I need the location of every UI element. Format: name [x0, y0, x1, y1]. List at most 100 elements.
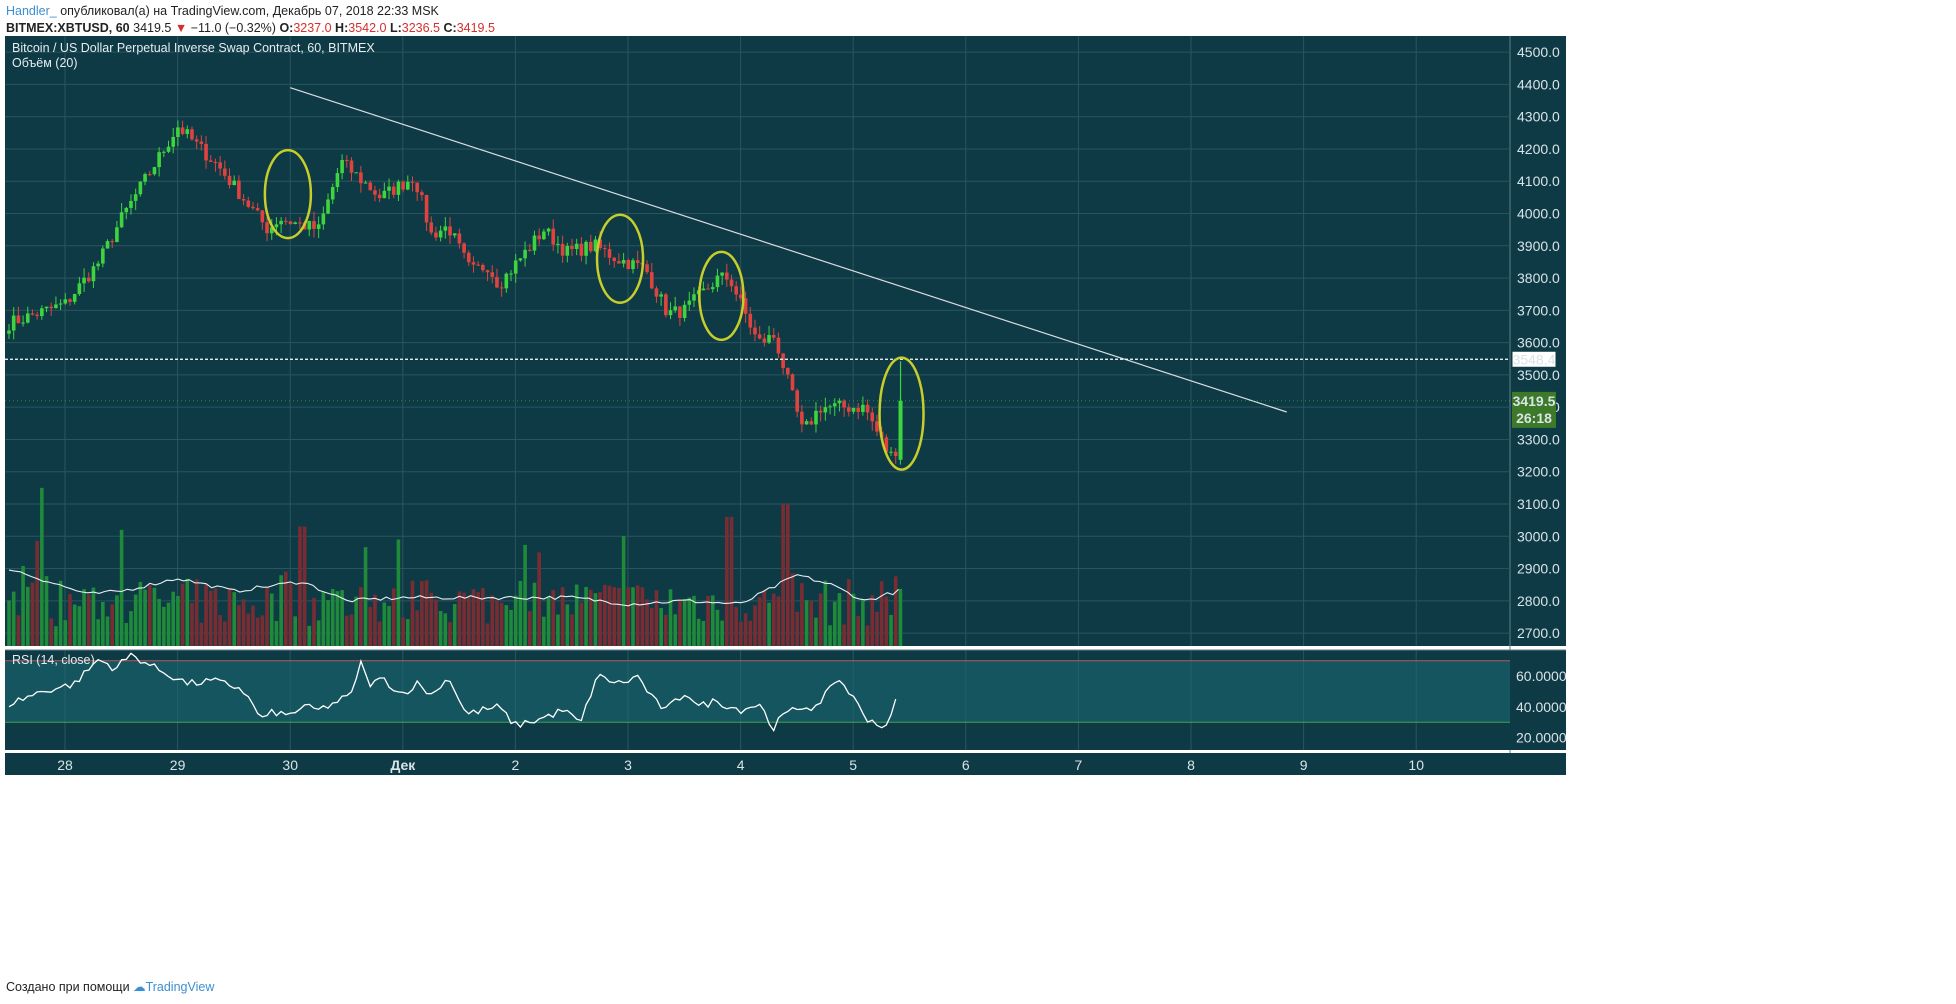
candle-body: [471, 262, 476, 265]
candle-body: [415, 182, 419, 193]
volume-bar: [823, 580, 828, 646]
volume-bar: [96, 619, 100, 646]
candle-body: [598, 239, 602, 249]
volume-bar: [739, 621, 743, 646]
candle-body: [635, 260, 640, 263]
volume-bar: [180, 583, 185, 646]
candle-body: [133, 194, 138, 201]
candle-body: [729, 279, 734, 287]
volume-bar: [462, 592, 466, 646]
volume-bar: [588, 589, 593, 646]
candle-body: [237, 180, 241, 200]
volume-bar: [199, 622, 204, 646]
candle-body: [771, 335, 776, 338]
volume-bar: [269, 593, 274, 646]
candle-body: [607, 249, 612, 258]
candle-body: [495, 276, 499, 288]
volume-bar: [809, 600, 814, 646]
candle-body: [466, 252, 471, 263]
volume-bar: [82, 589, 86, 646]
candle-body: [452, 233, 457, 236]
candle-body: [617, 261, 621, 264]
volume-bar: [678, 599, 682, 646]
time-axis[interactable]: 28 29 30 Дек 2 3 4 5 6 7 8 9 10: [5, 753, 1566, 775]
volume-bar: [861, 599, 865, 646]
candle-body: [542, 231, 546, 240]
volume-bar: [748, 620, 753, 646]
candle-body: [420, 192, 424, 196]
candle-body: [49, 306, 54, 309]
candle-body: [396, 181, 401, 195]
volume-bar: [476, 592, 480, 646]
candle-body: [720, 272, 724, 276]
volume-bar: [194, 579, 199, 646]
candle-body: [790, 374, 795, 391]
candle-body: [30, 313, 35, 315]
price-tick-label: 2800.0: [1517, 593, 1560, 609]
price-tick-label: 4000.0: [1517, 206, 1560, 222]
volume-bar: [607, 585, 612, 646]
candle-body: [654, 288, 659, 297]
candle-body: [35, 314, 39, 317]
volume-bar: [58, 580, 63, 646]
volume-bar: [321, 592, 326, 646]
candle-body: [166, 146, 171, 152]
price-tick-label: 3000.0: [1517, 528, 1560, 544]
candle-body: [293, 222, 297, 225]
open-value: 3237.0: [293, 21, 332, 35]
volume-bar: [166, 602, 171, 646]
candle-body: [621, 260, 626, 264]
candle-body: [410, 181, 415, 183]
volume-bar: [452, 603, 457, 646]
low-label: L:: [389, 21, 402, 35]
volume-bar: [382, 602, 387, 646]
volume-bar: [312, 597, 316, 646]
rsi-pane[interactable]: 20.0000 40.0000 60.0000 RSI (14, close): [5, 649, 1567, 750]
candle-body: [176, 127, 180, 137]
candle-body: [373, 190, 377, 195]
candle-body: [387, 186, 391, 191]
volume-bar: [832, 601, 837, 646]
last-price: 3419.5: [133, 21, 172, 35]
candle-body: [171, 136, 176, 147]
candle-body: [649, 272, 654, 289]
tradingview-link[interactable]: TradingView: [145, 980, 215, 994]
rsi-band: [5, 660, 1510, 723]
volume-bar: [537, 552, 541, 646]
candle-body: [260, 210, 265, 223]
candle-body: [462, 243, 466, 253]
candle-body: [77, 283, 82, 295]
price-tick-label: 3900.0: [1517, 238, 1560, 254]
candle-body: [213, 161, 218, 163]
highlight-ellipse: [263, 148, 313, 240]
candle-body: [584, 241, 588, 256]
volume-bar: [570, 614, 574, 646]
volume-bar: [410, 580, 415, 646]
volume-bar: [133, 594, 138, 646]
volume-bar: [828, 625, 832, 646]
publisher-user-link[interactable]: Handler_: [6, 4, 57, 18]
volume-bar: [692, 595, 696, 646]
volume-bar: [532, 582, 537, 646]
candle-body: [701, 288, 706, 291]
time-tick-label: 29: [170, 757, 186, 773]
volume-bar: [49, 618, 54, 646]
candle-body: [68, 299, 72, 302]
volume-bar: [659, 608, 663, 646]
volume-bar: [7, 600, 11, 646]
volume-bar: [687, 597, 692, 646]
candle-body: [251, 206, 255, 209]
time-tick-label: 10: [1408, 757, 1424, 773]
price-tick-label: 4400.0: [1517, 76, 1560, 92]
volume-bar: [485, 623, 490, 646]
candle-body: [762, 338, 767, 343]
candle-body: [401, 181, 405, 190]
candle-body: [434, 232, 438, 238]
time-tick-label: 9: [1300, 757, 1308, 773]
candle-body: [377, 194, 382, 199]
volume-bar: [574, 584, 579, 646]
candle-body: [232, 180, 236, 186]
price-pane[interactable]: 2700.0 2800.0 2900.0 3000.0 3100.0 3200.0 3300…: [5, 36, 1566, 775]
candle-body: [40, 308, 44, 317]
